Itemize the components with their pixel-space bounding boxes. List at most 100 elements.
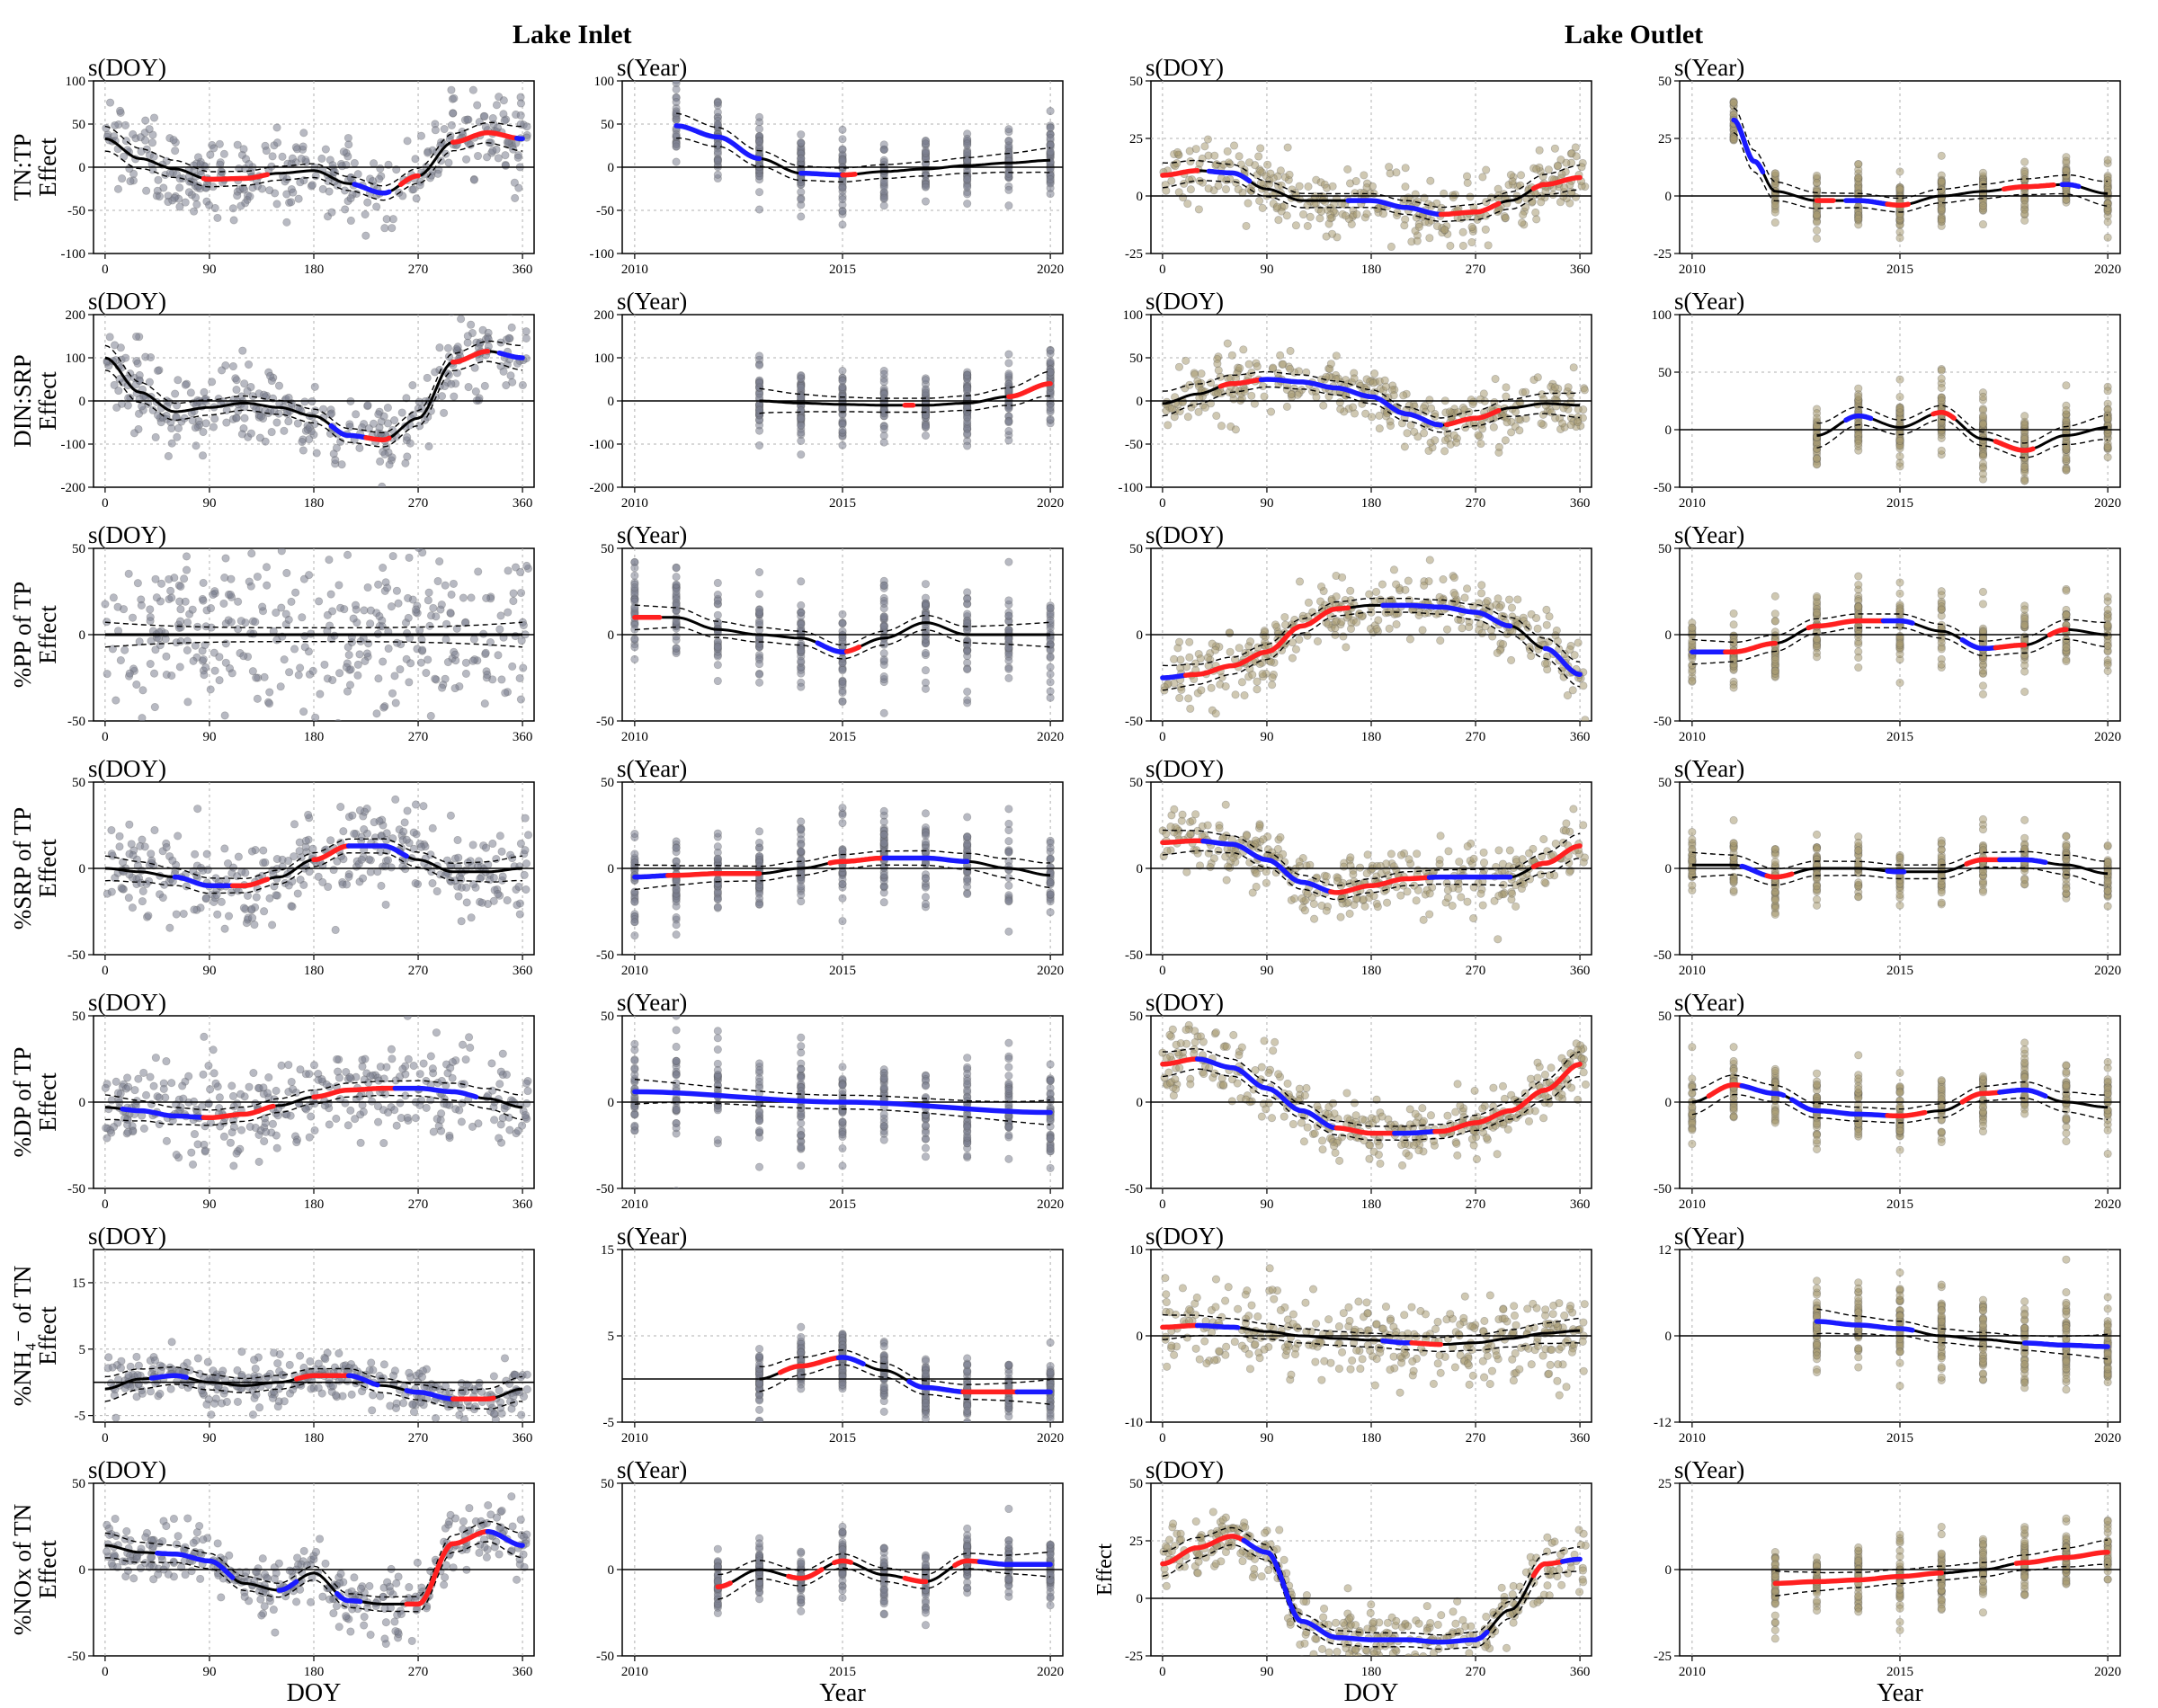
data-point bbox=[1250, 399, 1259, 408]
data-point bbox=[797, 600, 806, 610]
data-point bbox=[461, 658, 470, 667]
data-point bbox=[2103, 178, 2112, 187]
data-point bbox=[513, 359, 522, 368]
data-point bbox=[1569, 363, 1578, 372]
data-point bbox=[1200, 403, 1209, 412]
data-point bbox=[449, 579, 458, 588]
data-point bbox=[433, 576, 442, 586]
data-point bbox=[1210, 151, 1219, 160]
data-point bbox=[797, 371, 806, 380]
increase-segment bbox=[1438, 200, 1502, 218]
data-point bbox=[1194, 205, 1203, 214]
data-point bbox=[921, 635, 931, 644]
data-point bbox=[192, 441, 201, 450]
data-point bbox=[713, 618, 722, 627]
data-point bbox=[1854, 384, 1863, 393]
data-point bbox=[227, 618, 236, 627]
data-point bbox=[145, 378, 154, 387]
data-point bbox=[355, 650, 364, 659]
data-point bbox=[1812, 592, 1822, 601]
increase-segment bbox=[1885, 201, 1911, 208]
data-point bbox=[963, 182, 972, 191]
data-point bbox=[630, 654, 639, 663]
data-point bbox=[1477, 581, 1486, 590]
data-point bbox=[1463, 584, 1472, 593]
data-point bbox=[450, 392, 459, 401]
data-point bbox=[1516, 171, 1526, 180]
x-tick-label: 360 bbox=[1570, 262, 1591, 277]
data-point bbox=[1335, 398, 1344, 407]
data-point bbox=[138, 714, 147, 721]
data-point bbox=[372, 202, 381, 211]
data-point bbox=[1553, 161, 1563, 170]
data-point bbox=[172, 910, 181, 919]
data-point bbox=[296, 663, 305, 672]
data-point bbox=[1550, 144, 1559, 153]
data-point bbox=[221, 639, 230, 648]
y-tick-label: 100 bbox=[1123, 308, 1144, 323]
data-point bbox=[193, 805, 202, 814]
data-point bbox=[672, 130, 681, 139]
data-point bbox=[481, 648, 490, 657]
data-point bbox=[1228, 389, 1237, 398]
data-point bbox=[1295, 635, 1304, 645]
data-point bbox=[1688, 654, 1697, 663]
data-point bbox=[282, 218, 291, 227]
x-tick-label: 2015 bbox=[829, 262, 856, 277]
decrease-segment bbox=[673, 123, 762, 162]
data-point bbox=[2020, 476, 2029, 485]
data-point bbox=[506, 371, 515, 380]
data-point bbox=[1432, 222, 1442, 231]
data-point bbox=[630, 583, 639, 592]
data-point bbox=[199, 578, 208, 587]
data-point bbox=[449, 109, 458, 118]
data-point bbox=[336, 437, 345, 446]
data-point bbox=[289, 188, 298, 197]
data-point bbox=[1231, 690, 1240, 699]
data-point bbox=[115, 842, 124, 851]
data-point bbox=[146, 605, 155, 614]
data-point bbox=[1476, 395, 1485, 404]
data-point bbox=[166, 418, 175, 427]
data-point bbox=[672, 580, 681, 589]
data-point bbox=[2020, 688, 2029, 697]
x-tick-label: 90 bbox=[1260, 262, 1273, 277]
data-point bbox=[406, 439, 415, 448]
data-point bbox=[446, 609, 455, 618]
x-tick-label: 270 bbox=[408, 496, 429, 511]
data-point bbox=[1332, 375, 1341, 384]
data-point bbox=[462, 898, 471, 907]
data-point bbox=[2103, 414, 2112, 423]
data-point bbox=[120, 120, 130, 129]
y-tick-label: 100 bbox=[66, 351, 86, 366]
data-point bbox=[447, 590, 456, 599]
data-point bbox=[1503, 418, 1511, 427]
data-point bbox=[201, 419, 210, 428]
data-point bbox=[276, 682, 285, 691]
data-point bbox=[1362, 183, 1371, 192]
data-point bbox=[184, 188, 193, 197]
data-point bbox=[115, 106, 125, 115]
data-point bbox=[1392, 609, 1401, 618]
data-point bbox=[1046, 123, 1055, 132]
data-point bbox=[879, 612, 888, 621]
data-point bbox=[236, 617, 245, 626]
effect-label: Effect bbox=[34, 138, 61, 197]
row-variable-label: DIN:SRP bbox=[9, 354, 36, 448]
data-point bbox=[403, 432, 412, 441]
data-point bbox=[432, 612, 441, 621]
data-point bbox=[504, 334, 513, 342]
data-point bbox=[1004, 635, 1013, 644]
data-point bbox=[1245, 637, 1255, 646]
data-point bbox=[1240, 691, 1249, 700]
data-point bbox=[1046, 147, 1055, 156]
data-point bbox=[379, 703, 388, 712]
data-point bbox=[288, 154, 297, 163]
data-point bbox=[1424, 446, 1433, 456]
data-point bbox=[165, 923, 174, 932]
data-point bbox=[754, 378, 764, 387]
data-point bbox=[713, 170, 722, 179]
